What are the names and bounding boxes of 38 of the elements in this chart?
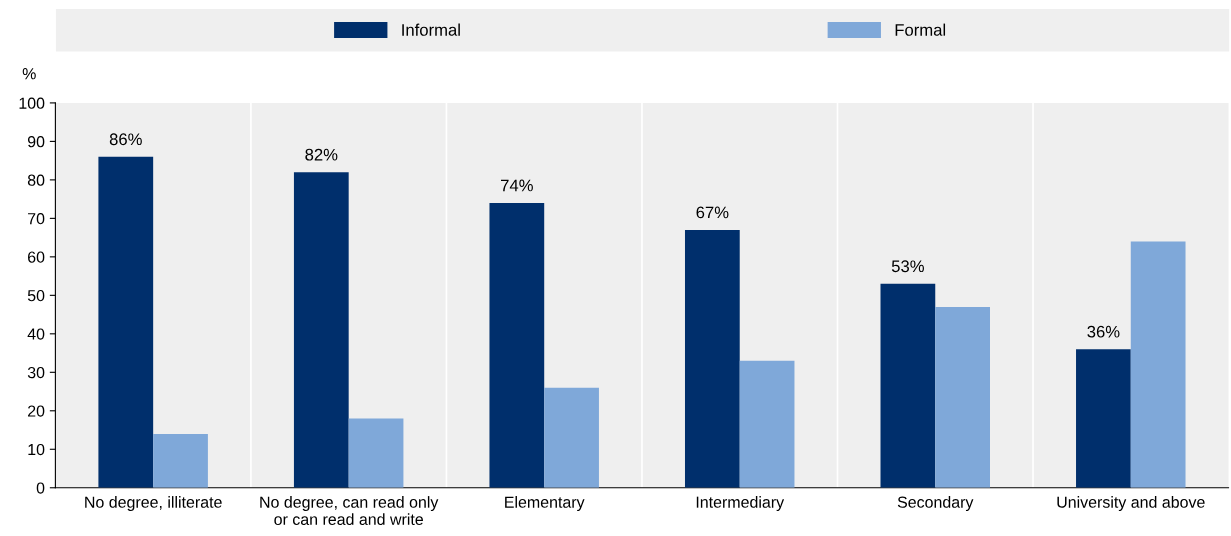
- legend-label: Formal: [895, 23, 946, 36]
- data-label: 53%: [891, 260, 924, 273]
- y-tick-label: 90: [27, 136, 45, 148]
- data-label: 67%: [696, 206, 729, 219]
- y-tick-label: 0: [36, 482, 45, 494]
- bar: [544, 387, 599, 488]
- data-label: 74%: [501, 179, 533, 192]
- y-tick-label: 40: [27, 328, 45, 340]
- y-tick-label: 20: [28, 405, 45, 417]
- bar: [1076, 349, 1131, 488]
- data-label: 36%: [1087, 325, 1120, 338]
- bar: [293, 172, 349, 488]
- y-tick-label: 80: [27, 174, 45, 186]
- legend-label: Informal: [402, 23, 460, 36]
- y-tick-label: 30: [27, 366, 45, 379]
- x-tick-label: Intermediary: [696, 496, 785, 511]
- y-tick-label: 10: [28, 443, 45, 456]
- y-axis-title: %: [22, 68, 36, 80]
- data-label: 82%: [305, 148, 338, 161]
- y-tick-label: 100: [19, 97, 45, 109]
- bar: [739, 360, 795, 488]
- bar: [348, 418, 404, 488]
- x-tick-label: No degree, can read only or can read and write: [260, 496, 439, 526]
- bar: [935, 306, 990, 488]
- bar: [153, 433, 208, 488]
- bar: [684, 229, 740, 488]
- bar: [489, 202, 545, 488]
- x-tick-label: No degree, illiterate: [85, 496, 222, 511]
- bar: [880, 283, 936, 488]
- y-tick-label: 50: [27, 289, 45, 302]
- x-tick-label: University and above: [1057, 496, 1205, 511]
- bar: [98, 156, 154, 488]
- x-tick-label: Secondary: [897, 496, 974, 511]
- y-tick-label: 60: [28, 251, 45, 263]
- data-label: 86%: [109, 133, 142, 146]
- y-tick-label: 70: [28, 213, 45, 225]
- bar: [1130, 241, 1186, 488]
- x-tick-label: Elementary: [505, 496, 585, 511]
